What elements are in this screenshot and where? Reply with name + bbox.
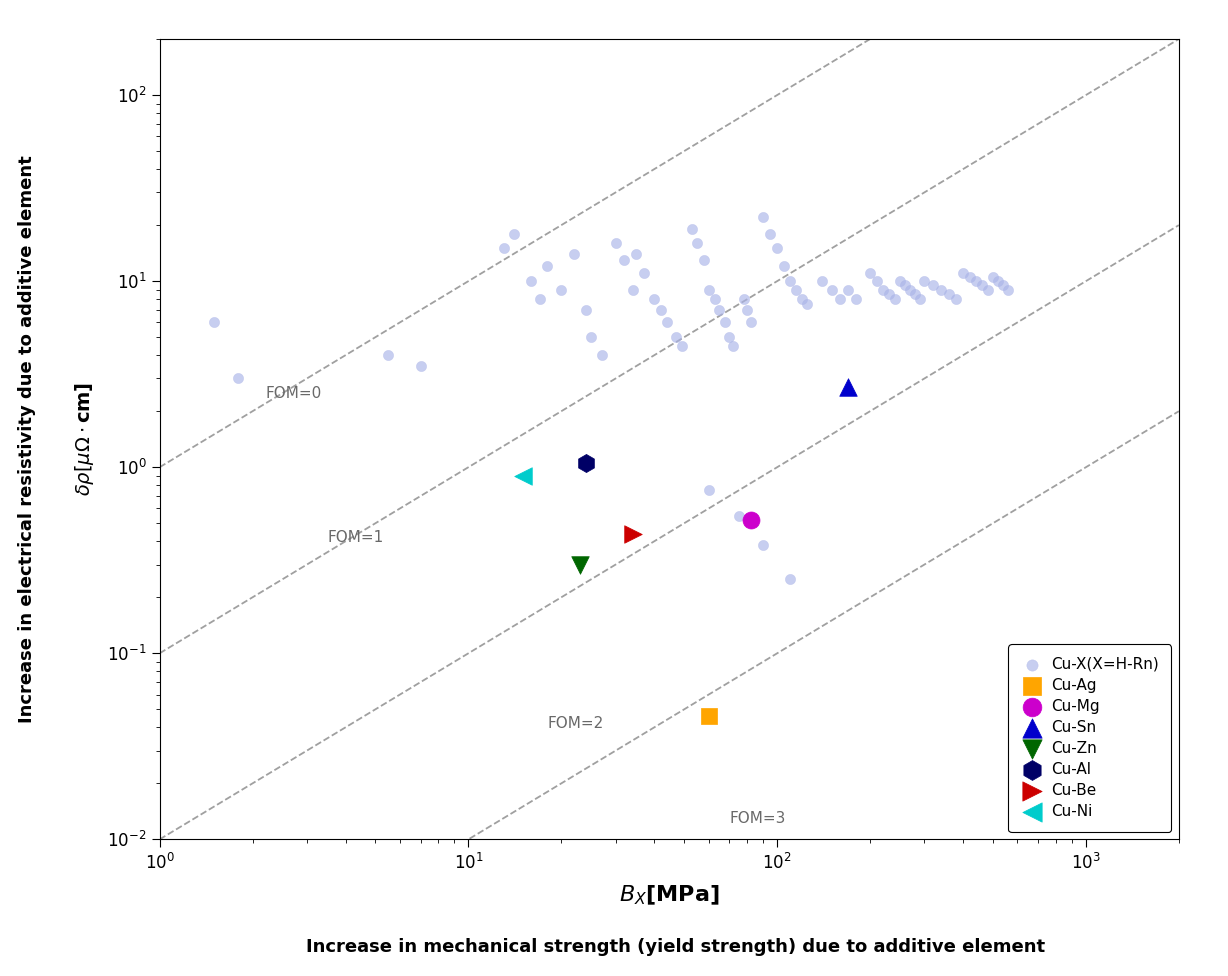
Cu-X(X=H-Rn) bbox=[822, 282, 841, 298]
Cu-X(X=H-Rn) bbox=[839, 282, 858, 298]
Cu-X(X=H-Rn) bbox=[923, 277, 943, 293]
Cu-X(X=H-Rn) bbox=[538, 259, 558, 274]
Cu-X(X=H-Rn) bbox=[966, 273, 986, 289]
Cu-X(X=H-Rn) bbox=[973, 277, 992, 293]
Cu-X(X=H-Rn) bbox=[738, 303, 758, 318]
Cu-X(X=H-Rn) bbox=[786, 282, 806, 298]
Cu-X(X=H-Rn) bbox=[494, 240, 513, 256]
Cu-X(X=H-Rn) bbox=[522, 273, 542, 289]
Cu-X(X=H-Rn) bbox=[905, 287, 925, 303]
Cu-X(X=H-Rn) bbox=[960, 269, 980, 285]
Cu-X(X=H-Rn) bbox=[645, 292, 664, 307]
Cu-X(X=H-Rn) bbox=[410, 358, 430, 374]
Cu-X(X=H-Rn) bbox=[977, 282, 997, 298]
Cu-X(X=H-Rn) bbox=[768, 240, 787, 256]
Cu-X(X=H-Rn) bbox=[614, 252, 634, 267]
Cu-Ag bbox=[699, 709, 718, 724]
Cu-X(X=H-Rn) bbox=[228, 371, 248, 386]
Cu-X(X=H-Rn) bbox=[716, 314, 736, 330]
Cu-Be bbox=[623, 526, 642, 542]
Cu-X(X=H-Rn) bbox=[895, 277, 915, 293]
Cu-X(X=H-Rn) bbox=[910, 292, 930, 307]
Cu-X(X=H-Rn) bbox=[797, 297, 817, 312]
Cu-X(X=H-Rn) bbox=[694, 252, 713, 267]
Cu-X(X=H-Rn) bbox=[813, 273, 833, 289]
Cu-X(X=H-Rn) bbox=[723, 338, 743, 353]
Cu-X(X=H-Rn) bbox=[753, 210, 772, 225]
Legend: Cu-X(X=H-Rn), Cu-Ag, Cu-Mg, Cu-Sn, Cu-Zn, Cu-Al, Cu-Be, Cu-Ni: Cu-X(X=H-Rn), Cu-Ag, Cu-Mg, Cu-Sn, Cu-Zn… bbox=[1008, 644, 1172, 832]
Cu-X(X=H-Rn) bbox=[953, 265, 973, 281]
Text: Increase in mechanical strength (yield strength) due to additive element: Increase in mechanical strength (yield s… bbox=[306, 939, 1045, 956]
Cu-X(X=H-Rn) bbox=[529, 292, 549, 307]
Cu-X(X=H-Rn) bbox=[998, 282, 1018, 298]
Cu-X(X=H-Rn) bbox=[867, 273, 887, 289]
Y-axis label: $\delta\rho[\mu\Omega\cdot$cm]: $\delta\rho[\mu\Omega\cdot$cm] bbox=[72, 383, 96, 496]
Cu-X(X=H-Rn) bbox=[890, 273, 910, 289]
Cu-X(X=H-Rn) bbox=[753, 538, 772, 553]
Cu-X(X=H-Rn) bbox=[565, 246, 585, 262]
Text: FOM=3: FOM=3 bbox=[729, 811, 786, 826]
Cu-X(X=H-Rn) bbox=[947, 292, 966, 307]
Cu-X(X=H-Rn) bbox=[989, 273, 1008, 289]
Cu-X(X=H-Rn) bbox=[710, 303, 729, 318]
Cu-X(X=H-Rn) bbox=[688, 235, 707, 251]
Cu-X(X=H-Rn) bbox=[720, 329, 739, 345]
Cu-X(X=H-Rn) bbox=[576, 303, 596, 318]
Cu-Al bbox=[576, 456, 596, 471]
Cu-X(X=H-Rn) bbox=[503, 225, 523, 241]
Cu-X(X=H-Rn) bbox=[861, 265, 880, 281]
Text: FOM=2: FOM=2 bbox=[548, 715, 603, 731]
Cu-X(X=H-Rn) bbox=[740, 314, 760, 330]
Cu-X(X=H-Rn) bbox=[760, 225, 780, 241]
Cu-X(X=H-Rn) bbox=[581, 329, 600, 345]
Cu-X(X=H-Rn) bbox=[734, 292, 754, 307]
Cu-X(X=H-Rn) bbox=[672, 338, 691, 353]
Cu-X(X=H-Rn) bbox=[683, 222, 702, 237]
Cu-X(X=H-Rn) bbox=[792, 292, 812, 307]
Cu-X(X=H-Rn) bbox=[728, 508, 748, 523]
Text: FOM=0: FOM=0 bbox=[265, 386, 322, 401]
Cu-Ni bbox=[513, 468, 533, 483]
Cu-X(X=H-Rn) bbox=[551, 282, 571, 298]
Cu-X(X=H-Rn) bbox=[830, 292, 850, 307]
Cu-X(X=H-Rn) bbox=[699, 483, 718, 499]
Cu-X(X=H-Rn) bbox=[780, 273, 799, 289]
Cu-X(X=H-Rn) bbox=[879, 287, 899, 303]
Cu-X(X=H-Rn) bbox=[378, 347, 398, 363]
Text: Increase in electrical resistivity due to additive element: Increase in electrical resistivity due t… bbox=[18, 155, 36, 723]
Cu-X(X=H-Rn) bbox=[993, 277, 1013, 293]
Cu-X(X=H-Rn) bbox=[774, 259, 793, 274]
Cu-X(X=H-Rn) bbox=[592, 347, 612, 363]
Cu-X(X=H-Rn) bbox=[705, 292, 725, 307]
Cu-Mg bbox=[740, 512, 760, 528]
Cu-Sn bbox=[839, 379, 858, 394]
Cu-X(X=H-Rn) bbox=[915, 273, 935, 289]
X-axis label: $B_X$[MPa]: $B_X$[MPa] bbox=[619, 883, 720, 907]
Cu-Zn bbox=[570, 556, 589, 572]
Text: FOM=1: FOM=1 bbox=[328, 530, 384, 545]
Cu-X(X=H-Rn) bbox=[984, 269, 1003, 285]
Cu-X(X=H-Rn) bbox=[699, 282, 718, 298]
Cu-X(X=H-Rn) bbox=[623, 282, 642, 298]
Cu-X(X=H-Rn) bbox=[626, 246, 646, 262]
Cu-X(X=H-Rn) bbox=[939, 287, 959, 303]
Cu-X(X=H-Rn) bbox=[666, 329, 685, 345]
Cu-X(X=H-Rn) bbox=[634, 265, 653, 281]
Cu-X(X=H-Rn) bbox=[873, 282, 893, 298]
Cu-X(X=H-Rn) bbox=[884, 292, 904, 307]
Cu-X(X=H-Rn) bbox=[780, 571, 799, 587]
Cu-X(X=H-Rn) bbox=[657, 314, 677, 330]
Cu-X(X=H-Rn) bbox=[900, 282, 920, 298]
Cu-X(X=H-Rn) bbox=[605, 235, 625, 251]
Cu-X(X=H-Rn) bbox=[932, 282, 952, 298]
Cu-X(X=H-Rn) bbox=[846, 292, 866, 307]
Cu-X(X=H-Rn) bbox=[204, 314, 223, 330]
Cu-X(X=H-Rn) bbox=[651, 303, 670, 318]
